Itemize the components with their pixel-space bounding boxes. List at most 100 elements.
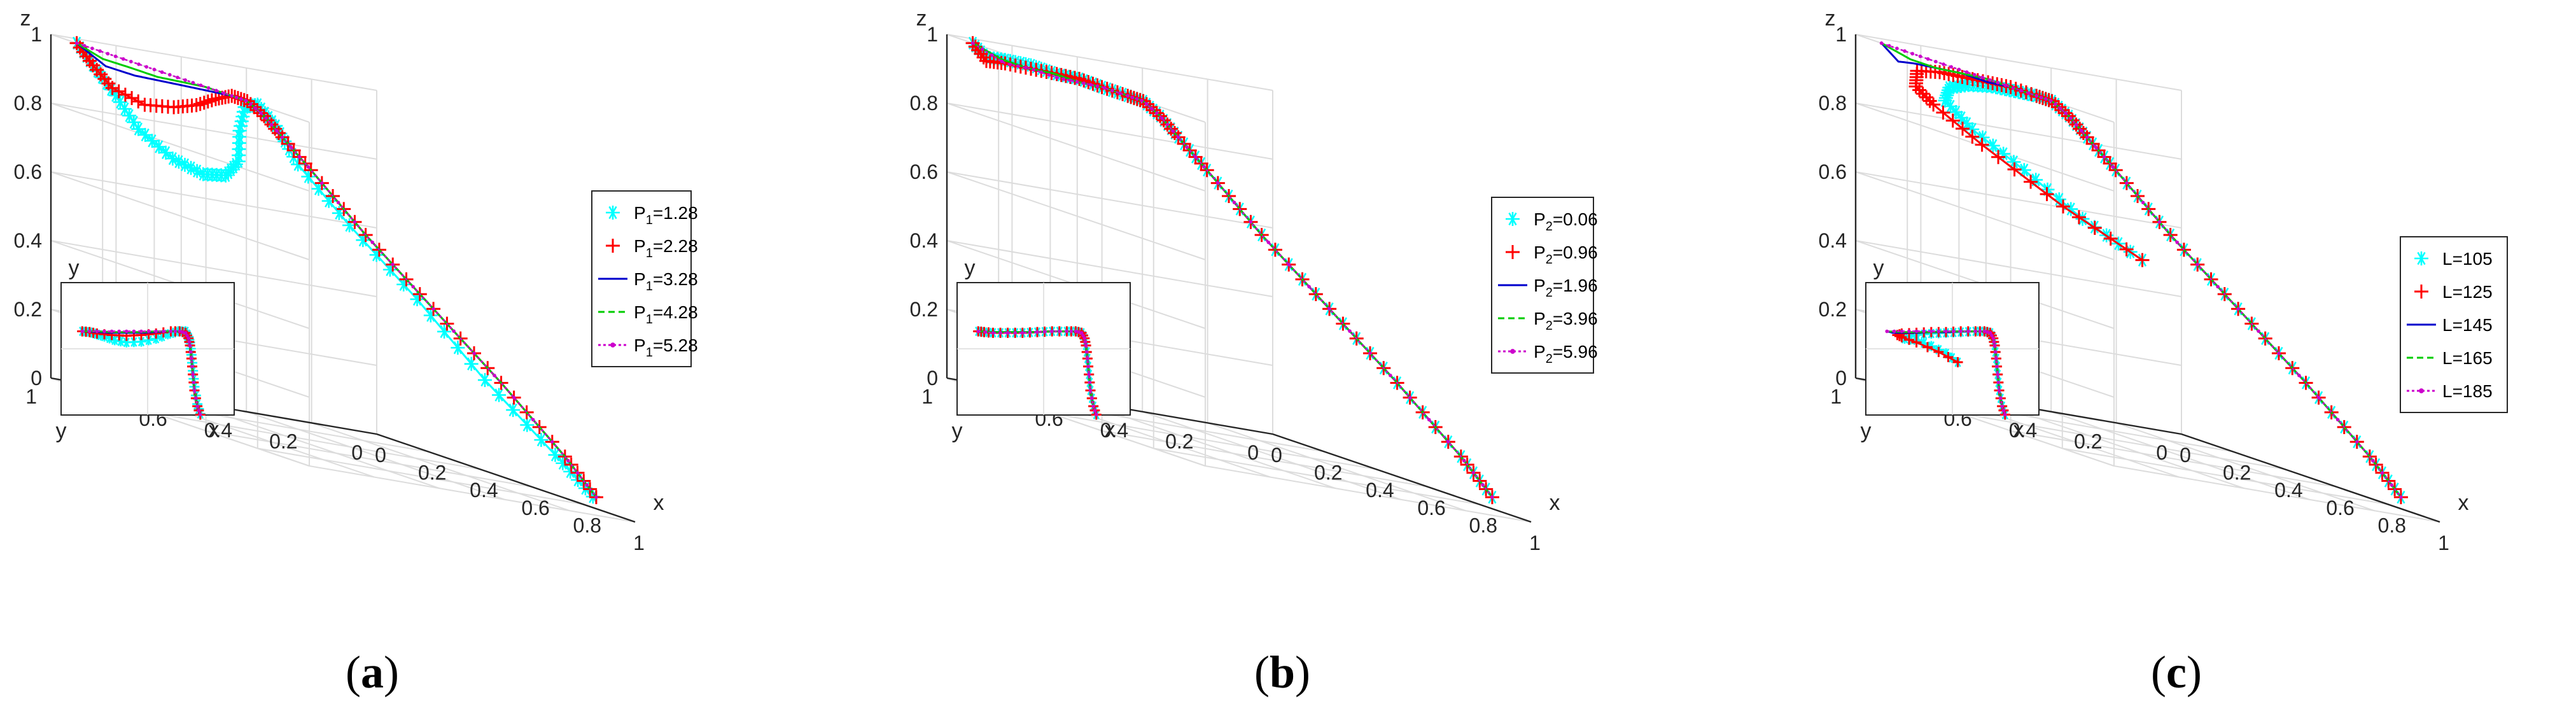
data-point: [297, 155, 302, 159]
z-tick-label: 0.2: [1819, 298, 1847, 321]
legend-entry: P2=1.96: [1498, 276, 1598, 300]
data-point: [1462, 458, 1466, 463]
inset-data-point: [1090, 396, 1094, 400]
inset-data-point: [191, 372, 195, 377]
inset-data-point: [194, 396, 198, 400]
inset-data-point: [1088, 388, 1093, 393]
x-tick-label: 0: [1271, 444, 1282, 467]
inset-data-point: [169, 329, 173, 334]
legend-marker: [1506, 212, 1520, 226]
x-axis-line: [2181, 433, 2440, 523]
grid-line: [309, 465, 636, 523]
grid-line: [1855, 102, 2182, 160]
z-tick-label: 0.6: [14, 160, 42, 183]
x-tick-label: 0.4: [470, 479, 498, 502]
data-point: [1047, 73, 1051, 77]
data-point: [472, 351, 476, 355]
data-point: [2335, 418, 2340, 422]
grid-line: [246, 411, 505, 500]
grid-line: [257, 447, 584, 505]
y-tick-label: 0: [1247, 441, 1259, 464]
legend-marker: [606, 239, 620, 253]
grid-line: [50, 102, 377, 160]
data-point: [1936, 105, 1950, 120]
grid-line: [2010, 430, 2337, 488]
data-point: [1089, 83, 1093, 87]
data-point: [113, 54, 118, 59]
inset-data-point: [1994, 356, 1998, 360]
data-point: [1915, 87, 1930, 101]
inset-data-point: [188, 343, 192, 348]
data-point: [2024, 174, 2038, 189]
inset-data-point: [146, 329, 151, 334]
y-tick-label: 0.4: [2009, 419, 2037, 442]
inset-data-point: [1996, 372, 1999, 377]
inset-data-point: [1993, 350, 1998, 354]
data-point: [1061, 77, 1066, 81]
x-tick-label: 1: [1529, 531, 1541, 554]
data-point: [2074, 122, 2078, 127]
data-point: [200, 94, 215, 109]
data-point: [1032, 67, 1035, 72]
legend-label: L=125: [2442, 282, 2493, 302]
data-point: [144, 134, 159, 148]
grid-line: [1855, 34, 2182, 91]
data-point: [191, 81, 195, 85]
data-point: [125, 91, 139, 106]
inset-data-point: [1077, 330, 1081, 334]
inset-data-point: [109, 329, 114, 334]
inset-data-point: [186, 336, 191, 341]
data-point: [1879, 41, 1884, 45]
z-tick-label: 0.8: [1819, 92, 1847, 115]
data-point: [370, 240, 375, 244]
data-point: [1912, 83, 1927, 97]
series-5: [1879, 41, 2403, 499]
inset-data-point: [2001, 408, 2006, 412]
y-tick-label: 0.4: [1100, 419, 1128, 442]
legend-entry: P2=5.96: [1498, 342, 1598, 366]
data-point: [548, 447, 563, 462]
legend-entry: L=145: [2407, 315, 2493, 335]
chart-panel-2: 00.20.40.60.8100.20.40.60.8100.20.40.60.…: [910, 6, 1598, 698]
data-point: [2277, 351, 2281, 355]
data-point: [1118, 91, 1122, 95]
inset-data-point: [1093, 408, 1097, 412]
grid-line: [946, 34, 1273, 91]
data-point: [391, 262, 395, 267]
data-point: [1068, 78, 1072, 83]
inset-data-point: [1083, 340, 1088, 344]
inset-data-point: [199, 412, 202, 417]
chart-panel-3: 00.20.40.60.8100.20.40.60.8100.20.40.60.…: [1819, 6, 2508, 698]
data-point: [2094, 145, 2097, 149]
grid-line: [1102, 430, 1428, 488]
data-point: [336, 201, 340, 204]
grid-line: [2062, 447, 2388, 505]
grid-line: [154, 412, 480, 470]
x-tick-label: 0: [375, 444, 386, 467]
x-tick-label: 1: [633, 531, 645, 554]
data-point: [1389, 374, 1392, 377]
data-point: [289, 145, 293, 149]
grid-line: [2116, 422, 2375, 512]
inset-data-point: [1992, 343, 1997, 348]
data-point: [1956, 122, 1970, 136]
data-point: [2119, 242, 2134, 257]
data-point: [2056, 199, 2071, 214]
data-point: [2063, 111, 2068, 115]
inset-data-point: [1929, 329, 1933, 334]
inset-data-point: [1042, 330, 1047, 334]
data-point: [206, 86, 211, 90]
z-tick-label: 0.4: [14, 229, 42, 252]
z-tick-label: 1: [31, 23, 42, 46]
data-point: [190, 164, 204, 178]
data-point: [1193, 155, 1198, 159]
inset-data-point: [1995, 364, 1999, 369]
inset-data-point: [1992, 340, 1996, 344]
data-point: [2019, 88, 2023, 93]
legend-marker: [2414, 285, 2428, 299]
inset-data-point: [132, 329, 136, 334]
grid-line: [1855, 171, 2115, 260]
data-point: [1054, 75, 1059, 80]
z-tick-label: 0: [1835, 367, 1847, 390]
data-point: [970, 41, 975, 45]
